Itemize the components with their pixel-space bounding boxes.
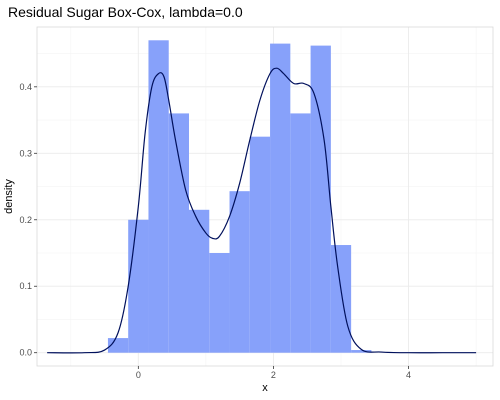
histogram-bar [107,338,129,353]
x-tick-label: 2 [271,370,276,380]
y-tick-label: 0.3 [19,148,32,158]
histogram-bar [351,350,372,353]
histogram-bar [148,40,169,353]
y-tick-label: 0.1 [19,281,32,291]
y-tick-label: 0.2 [19,215,32,225]
y-axis-title: density [3,179,15,214]
histogram-bar [189,209,210,353]
x-tick-label: 4 [406,370,411,380]
x-tick-label: 0 [136,370,141,380]
x-axis-ticks: 0 2 4 [136,366,411,380]
y-axis-ticks: 0.0 0.1 0.2 0.3 0.4 [19,82,37,358]
histogram-bar [229,191,250,353]
density-curve-layer [47,67,477,354]
histogram-bar [249,136,271,353]
histogram-bar [168,113,189,353]
histogram-bar [290,113,311,353]
histogram-bar [330,245,352,353]
histogram-bars [107,40,372,353]
histogram-bar [310,45,331,353]
density-curve [47,67,477,354]
chart-title: Residual Sugar Box-Cox, lambda=0.0 [8,4,243,20]
histogram-bar [128,219,149,353]
x-axis-title: x [262,382,268,394]
histogram-bar [270,43,291,353]
y-tick-label: 0.4 [19,82,32,92]
histogram-bar [209,253,230,353]
panel-border [36,26,494,367]
y-tick-label: 0.0 [19,348,32,358]
